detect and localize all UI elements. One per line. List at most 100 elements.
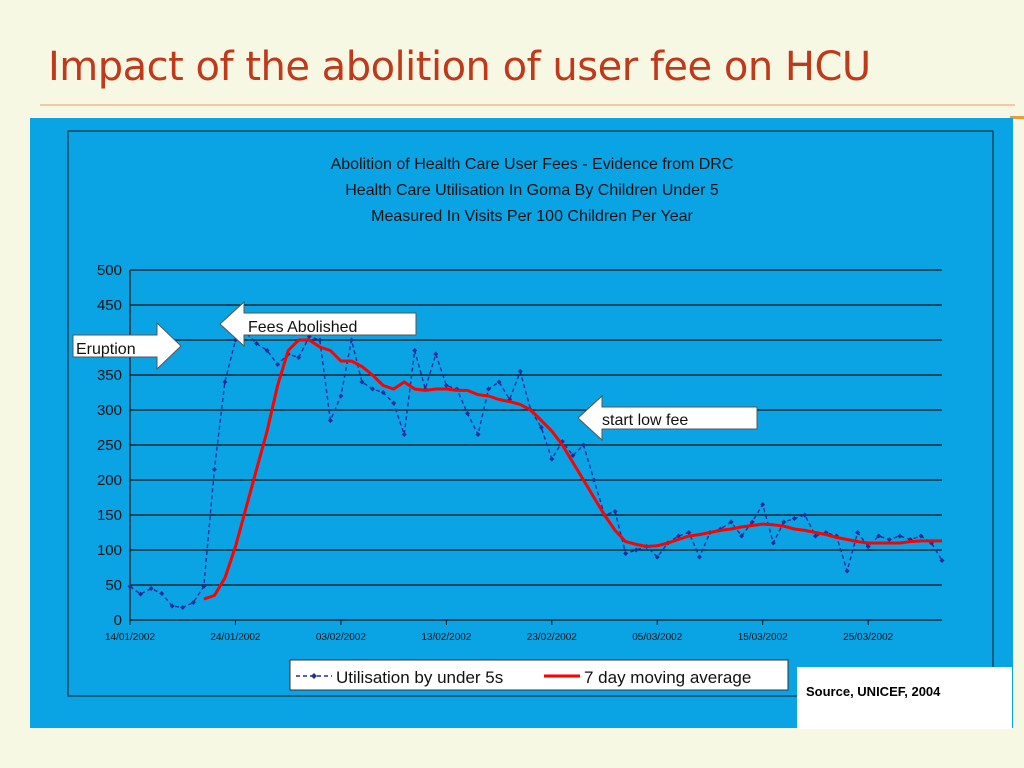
data-point — [749, 519, 755, 525]
data-point — [264, 348, 270, 353]
data-point — [739, 533, 745, 539]
chart-title-line-2: Health Care Utilisation In Goma By Child… — [345, 182, 719, 199]
data-point — [180, 604, 186, 610]
data-point — [464, 411, 470, 416]
data-point — [348, 337, 354, 343]
data-point — [844, 568, 850, 574]
y-tick-label: 150 — [97, 507, 122, 524]
data-point — [517, 369, 523, 374]
data-point — [317, 337, 323, 343]
y-tick-label: 450 — [97, 297, 122, 314]
data-point — [591, 477, 597, 483]
data-point — [475, 432, 481, 437]
series-layer — [127, 330, 945, 610]
data-point — [675, 533, 681, 539]
data-point — [138, 591, 144, 597]
legend-label-daily: Utilisation by under 5s — [336, 668, 503, 687]
data-point — [486, 386, 492, 392]
data-point — [190, 600, 196, 605]
y-tick-label: 0 — [114, 612, 122, 629]
start-low-fee-arrow — [577, 394, 758, 442]
x-tick-label: 23/02/2002 — [527, 632, 577, 643]
eruption-callout: Eruption — [72, 321, 182, 371]
data-point — [222, 379, 228, 385]
y-tick-label: 500 — [97, 262, 122, 279]
legend: Utilisation by under 5s 7 day moving ave… — [289, 659, 789, 691]
fees-abolished-callout: Fees Abolished — [219, 300, 417, 348]
x-tick-label: 14/01/2002 — [105, 632, 155, 643]
data-point — [770, 540, 776, 546]
data-point — [802, 512, 808, 518]
data-point — [612, 509, 618, 514]
data-point — [623, 551, 629, 556]
data-point — [338, 393, 344, 399]
data-point — [570, 453, 576, 458]
chart-svg: Abolition of Health Care User Fees - Evi… — [67, 130, 994, 697]
data-point — [327, 418, 333, 423]
data-point — [359, 379, 365, 385]
source-text: Source, UNICEF, 2004 — [806, 684, 941, 699]
chart-title-line-3: Measured In Visits Per 100 Children Per … — [371, 208, 693, 225]
series-utilisation-line — [129, 332, 943, 609]
data-point — [918, 533, 924, 539]
eruption-label: Eruption — [76, 341, 136, 358]
data-point — [549, 456, 555, 462]
data-point — [148, 586, 154, 591]
x-tick-label: 24/01/2002 — [210, 632, 260, 643]
title-divider — [40, 104, 1015, 106]
data-point — [781, 519, 787, 525]
legend-label-avg: 7 day moving average — [584, 668, 751, 687]
y-tick-label: 100 — [97, 542, 122, 559]
data-point — [876, 533, 882, 539]
data-point — [254, 341, 260, 346]
data-point — [296, 355, 302, 360]
x-tick-label: 03/02/2002 — [316, 632, 366, 643]
data-point — [211, 467, 217, 472]
y-tick-label: 50 — [105, 577, 122, 594]
start-low-fee-callout: start low fee — [577, 394, 758, 442]
data-point — [412, 348, 418, 353]
data-point — [275, 362, 281, 367]
data-point — [169, 603, 175, 609]
data-point — [443, 383, 449, 388]
slide-title: Impact of the abolition of user fee on H… — [48, 44, 871, 90]
data-point — [201, 583, 207, 589]
data-point — [496, 379, 502, 385]
chart-panel: Abolition of Health Care User Fees - Evi… — [30, 118, 1013, 728]
data-point — [728, 519, 734, 525]
legend-box — [289, 659, 789, 691]
data-point — [159, 590, 165, 596]
start-low-fee-label: start low fee — [602, 412, 688, 429]
chart-title-line-1: Abolition of Health Care User Fees - Evi… — [331, 156, 734, 173]
data-point — [886, 537, 892, 542]
data-point — [696, 554, 702, 560]
x-tick-label: 05/03/2002 — [632, 632, 682, 643]
y-tick-label: 300 — [97, 402, 122, 419]
data-point — [939, 558, 945, 563]
data-point — [897, 533, 903, 539]
data-point — [370, 386, 376, 392]
y-tick-label: 250 — [97, 437, 122, 454]
y-tick-label: 350 — [97, 367, 122, 384]
data-point — [580, 442, 586, 448]
data-point — [791, 516, 797, 521]
data-point — [433, 351, 439, 357]
data-point — [391, 400, 397, 406]
data-point — [686, 530, 692, 535]
x-tick-label: 25/03/2002 — [843, 632, 893, 643]
eruption-arrow — [72, 321, 182, 371]
x-tick-labels: 14/01/2002 24/01/2002 03/02/2002 13/02/2002… — [105, 620, 894, 643]
fees-abolished-label: Fees Abolished — [248, 319, 357, 336]
data-point — [812, 533, 818, 539]
data-point — [760, 502, 766, 507]
grid-lines — [129, 269, 942, 621]
data-point — [380, 390, 386, 395]
x-tick-label: 15/03/2002 — [738, 632, 788, 643]
x-tick-label: 13/02/2002 — [421, 632, 471, 643]
data-point — [654, 554, 660, 560]
fees-abolished-arrow — [219, 300, 417, 348]
data-point — [633, 547, 639, 553]
data-point — [855, 530, 861, 535]
accent-mark — [1010, 116, 1024, 119]
source-box: Source, UNICEF, 2004 — [797, 667, 1012, 729]
